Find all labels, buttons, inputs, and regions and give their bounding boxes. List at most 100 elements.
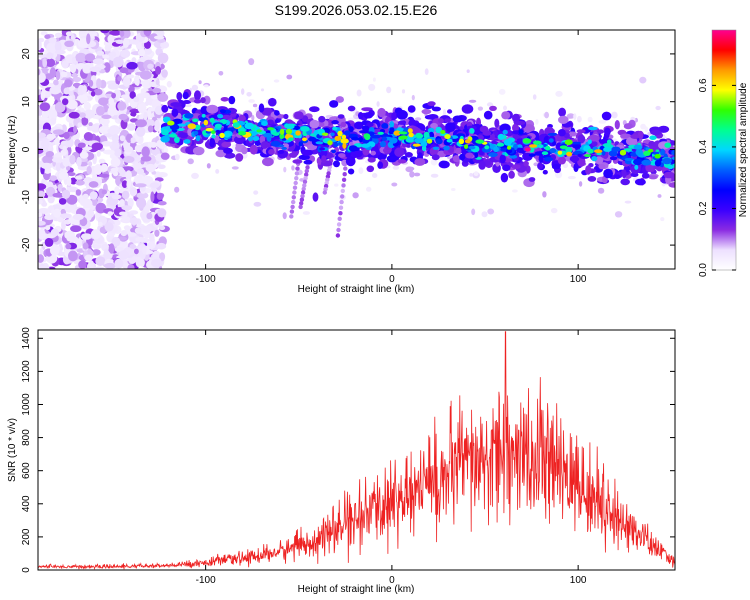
spectrogram-cell xyxy=(46,133,56,140)
spectrogram-cell xyxy=(318,115,326,123)
spectrogram-cell xyxy=(426,138,433,144)
snr-x-ticks: -100 0 100 xyxy=(196,330,587,586)
spectrogram-cell xyxy=(363,112,374,119)
spectrogram-cell xyxy=(120,49,131,58)
spectrogram-cell xyxy=(143,111,148,121)
spectrogram-cell xyxy=(157,201,167,206)
spectrogram-cell xyxy=(67,172,76,177)
spectrogram-cell xyxy=(522,138,532,144)
spectrogram-cell xyxy=(292,185,298,190)
snr-series-line xyxy=(38,331,675,570)
spectrogram-cell xyxy=(445,122,456,133)
spectrogram-cell xyxy=(415,133,424,139)
spectrogram-cell xyxy=(89,32,95,39)
spectrogram-cell xyxy=(469,127,475,134)
spectrogram-cell xyxy=(52,129,65,135)
spectrogram-cell xyxy=(76,156,82,167)
spectrogram-cell xyxy=(377,131,384,135)
spectrogram-cell xyxy=(260,88,265,92)
colorbar-tick-label: 0.6 xyxy=(698,78,709,92)
spectrogram-cell xyxy=(578,181,583,187)
spectrogram-cell xyxy=(191,172,199,179)
spectrogram-cell xyxy=(300,193,305,199)
spectrogram-cell xyxy=(206,104,219,114)
spectrogram-cell xyxy=(60,213,72,219)
spectrogram-cell xyxy=(562,162,569,169)
spectrogram-cell xyxy=(289,152,298,158)
spectrogram-cell xyxy=(432,146,439,150)
snr-x-tick-label: 100 xyxy=(570,575,587,586)
spectrogram-cell xyxy=(298,141,303,147)
spectrogram-cell xyxy=(94,164,103,175)
spectrogram-cell xyxy=(499,154,506,164)
spectrogram-cell xyxy=(331,149,336,154)
colorbar: 0.0 0.2 0.4 0.6 Normalized spectral amplitu… xyxy=(698,29,749,277)
spectrogram-cell xyxy=(630,134,640,139)
spectrogram-cell xyxy=(557,150,563,155)
spectrogram-cell xyxy=(219,109,226,114)
spectrogram-cell xyxy=(566,151,573,157)
spectrogram-cell xyxy=(535,118,539,125)
spectrogram-cell xyxy=(336,222,342,227)
spectrogram-cell xyxy=(392,165,400,170)
spectrogram-cell xyxy=(451,188,456,191)
spectrogram-cell xyxy=(160,152,170,160)
spectrogram-cell xyxy=(309,119,320,129)
spectrogram-cell xyxy=(120,230,128,237)
spectrogram-cell xyxy=(558,115,569,124)
spectrogram-cell xyxy=(597,129,605,134)
spectrogram-cell xyxy=(159,225,166,231)
spectrogram-cell xyxy=(167,120,175,126)
spectrogram-cell xyxy=(90,229,101,240)
spectrogram-cell xyxy=(411,94,415,101)
spectrogram-cell xyxy=(587,116,593,123)
spectrogram-cell xyxy=(108,97,115,106)
spectrogram-cell xyxy=(138,48,146,57)
spectrogram-cell xyxy=(114,258,124,269)
spectrogram-cell xyxy=(228,95,236,105)
spectrogram-cell xyxy=(140,155,152,162)
spectrogram-cell xyxy=(91,249,101,256)
spectrogram-cell xyxy=(273,79,280,83)
spectrogram-cell xyxy=(361,125,370,131)
spectrogram-cell xyxy=(552,140,557,146)
spectrogram-cell xyxy=(146,108,152,120)
spectrogram-cell xyxy=(135,119,147,128)
spectrogram-cell xyxy=(100,163,109,172)
spectrogram-cell xyxy=(205,127,214,132)
spectrogram-cell xyxy=(38,68,41,76)
spectrogram-cell xyxy=(50,209,56,214)
spectrogram-cell xyxy=(46,52,53,60)
spectrogram-cell xyxy=(298,154,310,160)
spectrogram-cell xyxy=(401,89,406,94)
spectrogram-cell xyxy=(241,88,245,95)
spectrogram-cell xyxy=(358,167,364,175)
spectrogram-cell xyxy=(534,151,544,156)
spectrogram-cell xyxy=(458,138,465,145)
spectrogram-x-ticks: -100 0 100 xyxy=(196,30,587,285)
spectrogram-cell xyxy=(295,166,300,171)
spectrogram-cell xyxy=(130,112,137,117)
spectrogram-cell xyxy=(603,168,613,179)
spectrogram-cell xyxy=(397,159,407,164)
spectrogram-cell xyxy=(99,117,110,125)
spectrogram-cell xyxy=(121,205,133,211)
spectrogram-cell xyxy=(523,160,529,167)
spectrogram-cell xyxy=(438,118,444,124)
spectrogram-cell xyxy=(49,67,57,78)
spectrogram-cell xyxy=(307,144,317,151)
spectrogram-cell xyxy=(439,160,447,166)
spectrogram-cell xyxy=(508,170,515,179)
spectrogram-cell xyxy=(75,175,83,180)
spectrogram-cell xyxy=(249,144,258,155)
spectrogram-cell xyxy=(118,113,128,121)
colorbar-tick-label: 0.2 xyxy=(698,201,709,215)
spectrogram-cell xyxy=(587,139,592,144)
spectrogram-cell xyxy=(587,176,597,182)
spectrogram-cell xyxy=(482,130,492,136)
spectrogram-cell xyxy=(91,142,104,151)
spectrogram-cell xyxy=(66,236,79,242)
snr-frame xyxy=(37,329,676,571)
spectrogram-cell xyxy=(268,149,275,155)
spectrogram-cell xyxy=(408,119,417,127)
